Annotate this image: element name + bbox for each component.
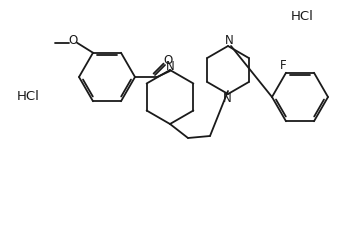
Text: N: N <box>225 34 233 47</box>
Text: O: O <box>68 34 78 47</box>
Text: N: N <box>223 92 231 106</box>
Text: HCl: HCl <box>17 90 39 104</box>
Text: O: O <box>163 54 173 67</box>
Text: N: N <box>165 59 174 72</box>
Text: HCl: HCl <box>290 11 313 23</box>
Text: F: F <box>280 59 286 72</box>
